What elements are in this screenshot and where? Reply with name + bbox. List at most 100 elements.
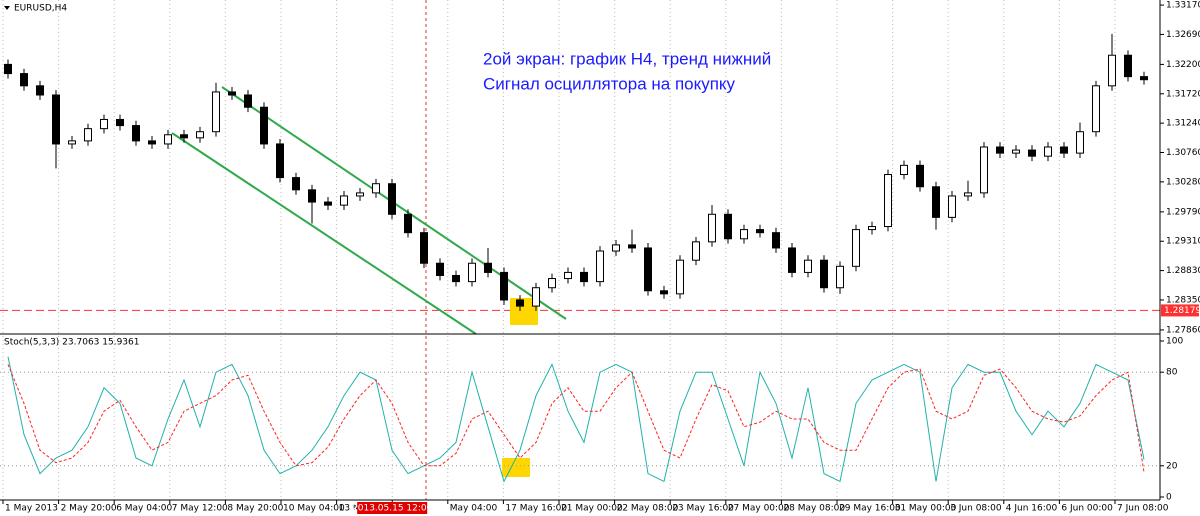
candle-body bbox=[292, 177, 300, 191]
candle-body bbox=[996, 146, 1004, 154]
series-line bbox=[7, 364, 1145, 473]
x-tick-label: 4 Jun 16:00 bbox=[1006, 504, 1058, 514]
candle-body bbox=[228, 91, 236, 96]
y-tick-label: 1.28350 bbox=[1166, 295, 1200, 305]
y-tick-label: 1.33170 bbox=[1166, 1, 1200, 11]
x-tick-label: 7 May 12:00 bbox=[172, 504, 228, 514]
y-tick-label: 1.30280 bbox=[1166, 177, 1200, 187]
candle-body bbox=[1124, 54, 1132, 78]
candle-body bbox=[452, 274, 460, 283]
y-tick-label: 1.32200 bbox=[1166, 60, 1200, 70]
y-tick-label: 20 bbox=[1166, 461, 1178, 471]
y-tick-label: 1.27860 bbox=[1166, 325, 1200, 335]
candle-body bbox=[804, 259, 812, 273]
price-tag bbox=[1161, 304, 1199, 317]
candle-body bbox=[580, 271, 588, 283]
x-tick-label: 21 May 00:00 bbox=[561, 504, 623, 514]
candle-body bbox=[900, 164, 908, 176]
x-tick-label: 10 May 04:00 bbox=[283, 504, 345, 514]
candle-body bbox=[164, 134, 172, 145]
candle-body bbox=[820, 259, 828, 289]
candle-body bbox=[836, 265, 844, 289]
y-tick-label: 1.30760 bbox=[1166, 148, 1200, 158]
y-tick-label: 1.29790 bbox=[1166, 207, 1200, 217]
candle-body bbox=[628, 244, 636, 249]
candle-body bbox=[132, 125, 140, 142]
candle-body bbox=[596, 250, 604, 283]
x-tick-label: 3 Jun 08:00 bbox=[950, 504, 1002, 514]
candle-body bbox=[660, 290, 668, 295]
candle-body bbox=[756, 229, 764, 234]
candle-body bbox=[532, 287, 540, 307]
candle-body bbox=[740, 229, 748, 240]
candle-body bbox=[724, 213, 732, 240]
x-tick-highlight bbox=[357, 502, 428, 514]
candle-body bbox=[436, 262, 444, 276]
candle-body bbox=[884, 174, 892, 228]
candle-body bbox=[468, 262, 476, 283]
candle-body bbox=[980, 146, 988, 194]
candle-body bbox=[324, 201, 332, 206]
candle-body bbox=[788, 247, 796, 273]
candle-body bbox=[932, 186, 940, 218]
y-tick-label: 0 bbox=[1166, 493, 1172, 503]
candle-body bbox=[52, 94, 60, 145]
candle-body bbox=[68, 140, 76, 145]
candle-body bbox=[116, 118, 124, 127]
candle-body bbox=[916, 164, 924, 188]
y-tick-label: 1.29310 bbox=[1166, 237, 1200, 247]
candle-body bbox=[644, 247, 652, 292]
x-tick-label: 6 Jun 00:00 bbox=[1061, 504, 1113, 514]
y-tick-label: 80 bbox=[1166, 368, 1178, 378]
y-tick-label: 100 bbox=[1166, 337, 1183, 347]
x-tick-label: May 04:00 bbox=[450, 504, 498, 514]
y-tick-label: 1.31240 bbox=[1166, 119, 1200, 129]
candle-body bbox=[1092, 85, 1100, 133]
candle-body bbox=[964, 192, 972, 197]
x-tick-label: 28 May 08:00 bbox=[783, 504, 845, 514]
candle-body bbox=[1108, 54, 1116, 87]
candle-body bbox=[1140, 76, 1148, 81]
candle-body bbox=[388, 183, 396, 215]
candle-body bbox=[708, 213, 716, 243]
candle-body bbox=[196, 131, 204, 139]
price-tag-label: 1.28179 bbox=[1164, 306, 1200, 316]
candle-body bbox=[676, 259, 684, 295]
candle-body bbox=[180, 134, 188, 139]
candle-body bbox=[948, 195, 956, 218]
candle-body bbox=[420, 232, 428, 264]
candle-body bbox=[612, 244, 620, 252]
x-tick-label: 22 May 08:00 bbox=[617, 504, 679, 514]
annotation: 2ой экран: график Н4, тренд нижний bbox=[483, 49, 771, 68]
candle-body bbox=[1076, 131, 1084, 154]
candle-body bbox=[516, 299, 524, 307]
candle-body bbox=[340, 195, 348, 206]
candle-body bbox=[548, 278, 556, 289]
candle-body bbox=[356, 192, 364, 197]
candle-body bbox=[84, 128, 92, 142]
candle-body bbox=[276, 143, 284, 179]
candle-body bbox=[1044, 146, 1052, 157]
series-line bbox=[7, 356, 1145, 483]
y-tick-label: 1.32690 bbox=[1166, 30, 1200, 40]
candle-body bbox=[148, 140, 156, 145]
candle-body bbox=[4, 63, 12, 75]
x-tick-label: 23 May 16:00 bbox=[672, 504, 734, 514]
highlight-box bbox=[502, 458, 530, 477]
x-tick-label: 27 May 00:00 bbox=[728, 504, 790, 514]
candle-body bbox=[692, 241, 700, 261]
candle-body bbox=[372, 183, 380, 194]
x-tick-label: 17 May 16:00 bbox=[505, 504, 567, 514]
chart-title: EURUSD,H4 bbox=[14, 4, 67, 14]
candle-body bbox=[1028, 149, 1036, 157]
candle-body bbox=[500, 271, 508, 301]
candle-body bbox=[564, 271, 572, 280]
x-tick-label: 6 May 04:00 bbox=[116, 504, 172, 514]
candle-body bbox=[212, 91, 220, 133]
indicator-title: Stoch(5,3,3) 23.7063 15.9361 bbox=[4, 338, 139, 348]
x-tick-label: 2 May 20:00 bbox=[61, 504, 117, 514]
y-tick-label: 1.31720 bbox=[1166, 89, 1200, 99]
x-tick-label: 31 May 00:00 bbox=[895, 504, 957, 514]
title-icon bbox=[4, 6, 10, 10]
candle-body bbox=[1012, 149, 1020, 154]
